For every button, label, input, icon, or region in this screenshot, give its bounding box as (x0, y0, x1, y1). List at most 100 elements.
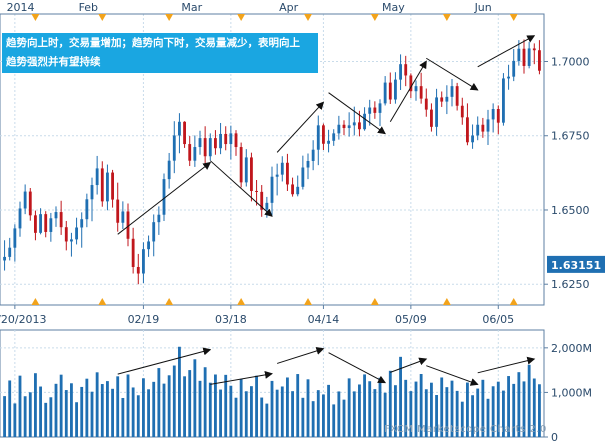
candle-up (368, 107, 372, 114)
candle-down (34, 215, 37, 233)
volume-bar (527, 364, 531, 437)
volume-bar (28, 392, 32, 437)
event-flag-marker (442, 14, 451, 21)
volume-bar (378, 377, 382, 437)
volume-bar (507, 376, 510, 437)
month-label: Feb (79, 1, 98, 14)
volume-bar (44, 402, 48, 437)
volume-bar (219, 389, 222, 437)
volume-bar (116, 376, 120, 437)
volume-bar (388, 370, 392, 437)
x-tick-label: 04/14 (308, 313, 340, 326)
volume-bar (49, 397, 53, 437)
candle-down (419, 86, 423, 99)
volume-bar (394, 385, 397, 437)
month-label: Apr (279, 1, 299, 14)
volume-bar (368, 381, 372, 437)
volume-bar (208, 382, 212, 437)
candle-up (399, 64, 402, 80)
candle-down (224, 133, 228, 145)
candle-up (517, 48, 521, 61)
volume-bar (162, 383, 166, 437)
event-flag-marker (165, 14, 174, 21)
candle-down (116, 199, 120, 223)
candle-up (70, 239, 73, 242)
candle-down (28, 191, 32, 216)
volume-bar (229, 385, 233, 437)
event-flag-marker (165, 298, 174, 305)
candle-down (111, 172, 114, 200)
volume-bar (147, 389, 150, 437)
volume-bar (214, 374, 217, 437)
event-flag-marker (304, 14, 312, 21)
volume-bar (352, 391, 356, 437)
volume-bar (275, 389, 279, 437)
candle-up (208, 138, 212, 157)
candle-down (203, 138, 207, 157)
last-price-label: 1.63151 (551, 259, 601, 272)
volume-bar (435, 395, 438, 437)
event-flag-marker (237, 14, 246, 21)
volume-bar (121, 397, 125, 437)
candle-up (306, 160, 310, 168)
candle-up (90, 185, 94, 200)
annotation-box: 趋势向上时，交易量增加；趋势向下时，交易量减少，表明向上 趋势强烈并有望持续 (2, 33, 318, 73)
price-trend-arrow (209, 160, 273, 217)
candle-up (95, 168, 99, 186)
event-flag-marker (442, 298, 451, 305)
candle-up (54, 212, 58, 219)
volume-bar (502, 390, 505, 437)
volume-bar (131, 387, 135, 437)
candle-down (59, 212, 63, 228)
candle-up (316, 125, 320, 150)
candle-up (301, 167, 305, 187)
volume-bar (496, 381, 500, 437)
candle-down (532, 48, 536, 51)
x-tick-label: 03/18 (215, 313, 247, 326)
candle-up (296, 186, 300, 195)
candle-down (409, 75, 413, 92)
volume-bar (260, 397, 264, 437)
candle-up (435, 97, 438, 127)
candle-down (358, 122, 361, 130)
candle-down (460, 105, 464, 118)
x-tick-label: 12/20/2013 (0, 313, 47, 326)
candle-up (147, 241, 150, 250)
candle-up (486, 119, 490, 132)
volume-bar (286, 377, 289, 437)
x-tick-label: 06/05 (482, 313, 514, 326)
candle-up (244, 157, 248, 183)
candle-down (255, 190, 258, 192)
candle-up (85, 199, 89, 220)
candle-down (136, 266, 140, 274)
candle-down (183, 121, 186, 145)
volume-y-tick-label: 2,000M (551, 342, 592, 355)
volume-bar (34, 373, 37, 437)
candle-up (527, 48, 531, 66)
price-trend-arrow (426, 57, 479, 91)
volume-bar (234, 397, 238, 437)
candle-down (64, 227, 68, 242)
volume-bar (203, 367, 207, 437)
candle-down (538, 50, 541, 71)
event-flag-marker (509, 298, 518, 305)
candle-up (178, 121, 181, 136)
volume-bar (142, 378, 145, 437)
volume-trend-arrow (390, 357, 428, 373)
volume-bar (250, 386, 253, 437)
price-trend-arrow (276, 101, 325, 153)
candle-down (455, 86, 459, 106)
watermark: FXCM Marketscope Charts 2.0 (384, 424, 547, 435)
volume-bar (466, 382, 469, 437)
candle-up (106, 172, 109, 202)
candle-down (404, 64, 408, 76)
y-tick-label: 1.6750 (551, 130, 590, 143)
candle-up (471, 135, 474, 143)
volume-bar (440, 377, 444, 437)
candle-up (394, 79, 397, 100)
volume-bar (424, 389, 428, 437)
volume-bar (39, 386, 42, 437)
candle-up (445, 96, 449, 102)
candle-down (430, 109, 433, 127)
candle-up (383, 82, 387, 104)
